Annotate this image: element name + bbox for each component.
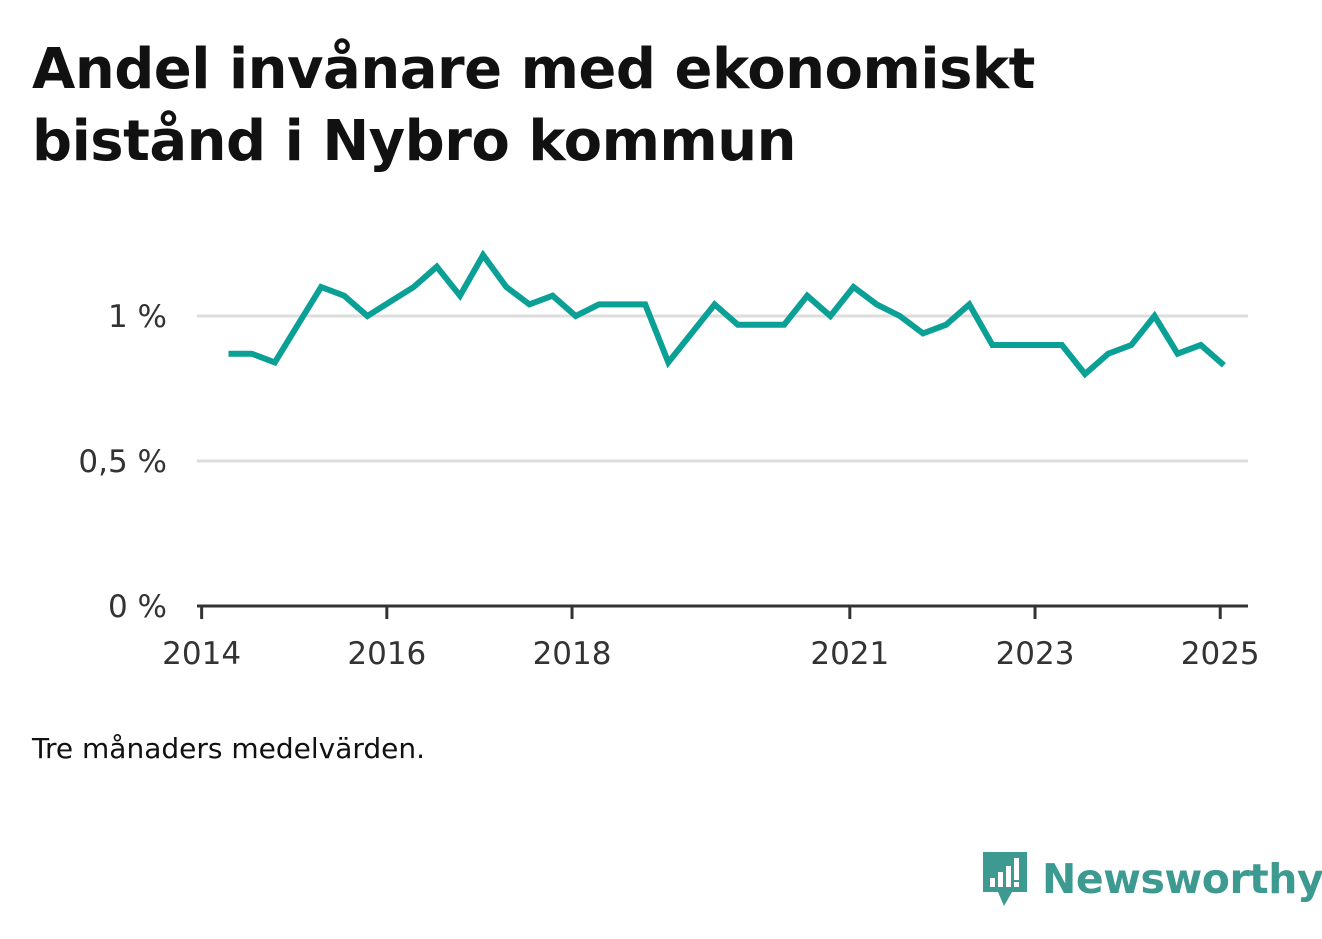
x-tick-label-4: 2023 bbox=[996, 636, 1075, 672]
y-axis-ticks: 0 % 0,5 % 1 % bbox=[78, 299, 167, 625]
line-chart: 0 % 0,5 % 1 % 2014 2016 2018 2021 2023 2025 bbox=[78, 249, 1260, 672]
x-tick-label-3: 2021 bbox=[810, 636, 889, 672]
series-layer bbox=[228, 249, 1226, 379]
x-tick-label-2: 2018 bbox=[533, 636, 612, 672]
x-tick-label-1: 2016 bbox=[347, 636, 426, 672]
title-line-2: bistånd i Nybro kommun bbox=[32, 109, 797, 174]
x-axis: 2014 2016 2018 2021 2023 2025 bbox=[162, 604, 1260, 672]
brand-logo: Newsworthy bbox=[980, 846, 1322, 912]
y-tick-label-0: 0 % bbox=[108, 589, 167, 625]
brand-name: Newsworthy bbox=[1042, 855, 1322, 903]
x-tick-label-5: 2025 bbox=[1181, 636, 1260, 672]
chart-note: Tre månaders medelvärden. bbox=[32, 732, 426, 765]
title-line-1: Andel invånare med ekonomiskt bbox=[32, 37, 1035, 102]
newsworthy-logo-icon bbox=[983, 852, 1027, 906]
grid-lines bbox=[197, 314, 1248, 463]
y-tick-label-2: 1 % bbox=[108, 299, 167, 335]
series-line-0 bbox=[228, 249, 1226, 379]
x-tick-label-0: 2014 bbox=[162, 636, 241, 672]
chart-title: Andel invånare med ekonomiskt bistånd i … bbox=[32, 34, 1232, 178]
y-tick-label-1: 0,5 % bbox=[78, 444, 167, 480]
